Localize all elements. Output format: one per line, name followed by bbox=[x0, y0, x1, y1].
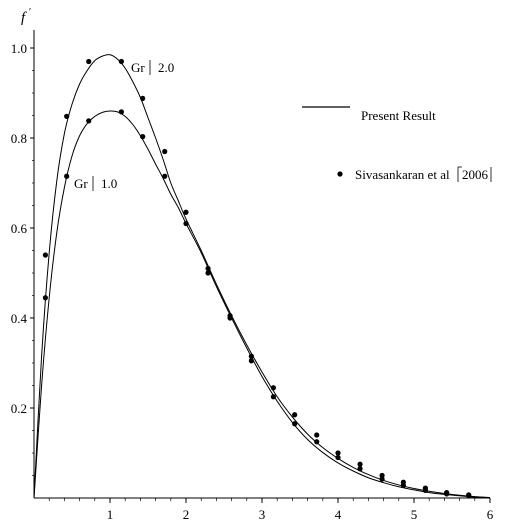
y-ticks: 0.2 0.4 0.6 0.8 1.0 bbox=[11, 41, 34, 476]
data-point-gr-1 bbox=[335, 454, 341, 461]
data-point-gr-1 bbox=[162, 173, 168, 179]
data-point-gr-1 bbox=[86, 118, 92, 124]
legend-line-label: Present Result bbox=[361, 108, 436, 123]
data-point-gr-2 bbox=[118, 58, 124, 65]
y-axis-label: f bbox=[21, 10, 27, 26]
x-tick-label: 1 bbox=[107, 507, 114, 522]
y-tick-label: 0.8 bbox=[11, 131, 27, 146]
data-point-gr-1 bbox=[42, 295, 49, 301]
data-point-gr-1 bbox=[140, 134, 146, 140]
label-gr-1: Gr 1.0 bbox=[74, 176, 117, 191]
data-point-gr-2 bbox=[205, 265, 211, 272]
label-gr-2: Gr 2.0 bbox=[131, 60, 174, 75]
label-gr-1-text: Gr bbox=[74, 176, 88, 191]
data-point-gr-2 bbox=[64, 113, 70, 119]
x-ticks: 1 2 3 4 5 6 bbox=[48, 498, 494, 522]
legend-point-year: 2006 bbox=[462, 167, 489, 182]
data-point-gr-1 bbox=[400, 482, 406, 488]
series-points bbox=[42, 58, 472, 499]
series-labels: Gr 2.0 Gr 1.0 bbox=[74, 60, 174, 191]
label-gr-1-value: 1.0 bbox=[101, 176, 117, 191]
series-line-gr-1 bbox=[33, 110, 491, 499]
y-tick-label: 1.0 bbox=[11, 41, 27, 56]
data-point-gr-1 bbox=[444, 491, 450, 497]
data-point-gr-2 bbox=[162, 148, 168, 155]
data-point-gr-2 bbox=[357, 461, 363, 467]
data-point-gr-1 bbox=[292, 421, 298, 427]
data-point-gr-1 bbox=[314, 439, 320, 445]
axes: f ′ bbox=[21, 7, 490, 499]
data-point-gr-2 bbox=[379, 472, 385, 479]
y-tick-label: 0.2 bbox=[11, 401, 27, 416]
data-point-gr-2 bbox=[86, 58, 92, 65]
legend-point-label: Sivasankaran et al bbox=[355, 167, 450, 182]
label-gr-2-text: Gr bbox=[131, 60, 145, 75]
data-point-gr-2 bbox=[248, 353, 254, 359]
data-point-gr-1 bbox=[466, 493, 472, 499]
data-point-gr-1 bbox=[357, 466, 363, 472]
x-tick-label: 2 bbox=[183, 507, 190, 522]
data-point-gr-1 bbox=[64, 173, 70, 179]
data-point-gr-1 bbox=[422, 487, 428, 493]
data-point-gr-1 bbox=[227, 315, 233, 321]
data-point-gr-1 bbox=[379, 476, 385, 482]
data-point-gr-2 bbox=[292, 412, 298, 418]
data-point-gr-1 bbox=[118, 109, 124, 115]
series-line-gr-2 bbox=[33, 54, 491, 499]
data-point-gr-1 bbox=[270, 394, 276, 400]
series-curves bbox=[33, 54, 491, 499]
x-tick-label: 3 bbox=[259, 507, 266, 522]
data-point-gr-2 bbox=[42, 252, 49, 258]
data-point-gr-2 bbox=[140, 95, 146, 101]
x-tick-label: 4 bbox=[335, 507, 342, 522]
legend: Present Result Sivasankaran et al 2006 bbox=[302, 106, 492, 182]
label-gr-2-value: 2.0 bbox=[158, 60, 174, 75]
data-point-gr-2 bbox=[183, 209, 189, 215]
x-tick-label: 5 bbox=[411, 507, 418, 522]
data-point-gr-1 bbox=[183, 220, 189, 227]
y-axis-label-prime: ′ bbox=[29, 7, 31, 18]
y-tick-label: 0.6 bbox=[11, 221, 28, 236]
data-point-gr-2 bbox=[314, 432, 320, 438]
x-tick-label: 6 bbox=[487, 507, 494, 522]
data-point-gr-2 bbox=[335, 450, 341, 456]
data-point-gr-1 bbox=[205, 270, 211, 276]
y-tick-label: 0.4 bbox=[11, 311, 28, 326]
legend-point-swatch bbox=[337, 171, 343, 177]
data-point-gr-2 bbox=[270, 385, 276, 391]
data-point-gr-1 bbox=[248, 358, 254, 364]
